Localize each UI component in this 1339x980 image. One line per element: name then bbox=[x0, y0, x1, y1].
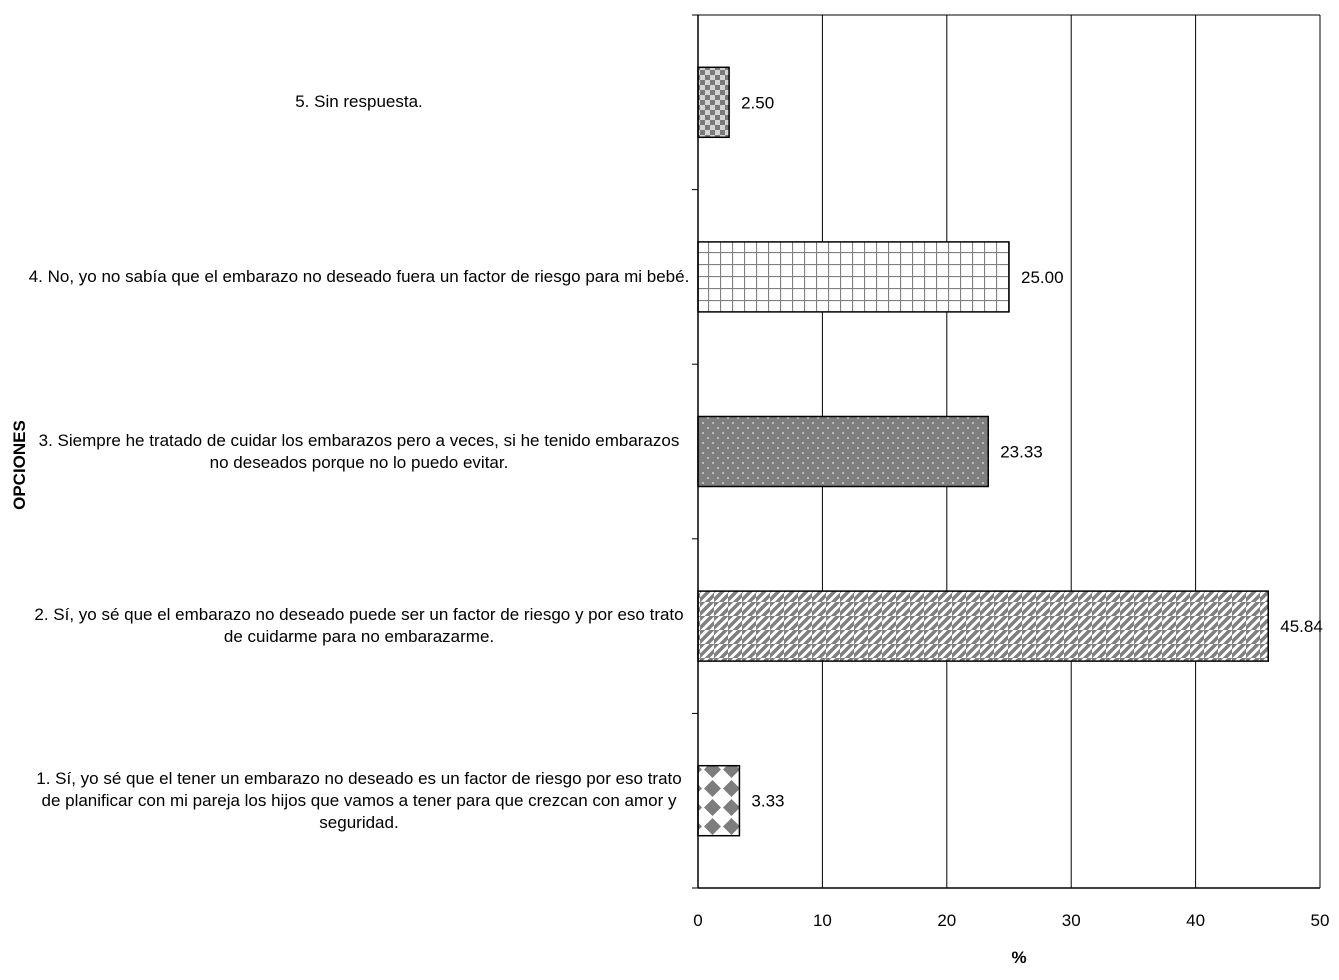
category-label-2: 2. Sí, yo sé que el embarazo no deseado … bbox=[34, 605, 684, 647]
category-label-3: 3. Siempre he tratado de cuidar los emba… bbox=[38, 430, 680, 472]
x-tick-label-3: 30 bbox=[1062, 911, 1081, 930]
value-label-4: 25.00 bbox=[1021, 268, 1064, 287]
value-label-3: 23.33 bbox=[1000, 443, 1043, 462]
x-tick-label-5: 50 bbox=[1311, 911, 1330, 930]
x-tick-label-0: 0 bbox=[693, 911, 702, 930]
category-label-1: 1. Sí, yo sé que el tener un embarazo no… bbox=[36, 768, 682, 832]
x-tick-label-2: 20 bbox=[937, 911, 956, 930]
category-label-5: 5. Sin respuesta. bbox=[295, 92, 423, 112]
bar-2 bbox=[697, 590, 1269, 662]
value-label-1: 3.33 bbox=[751, 792, 784, 811]
value-label-2: 45.84 bbox=[1280, 617, 1323, 636]
x-tick-label-1: 10 bbox=[813, 911, 832, 930]
bar-4 bbox=[697, 241, 1010, 313]
x-tick-label-4: 40 bbox=[1186, 911, 1205, 930]
value-label-5: 2.50 bbox=[741, 93, 774, 112]
bar-3 bbox=[697, 415, 989, 488]
bar-5 bbox=[697, 66, 730, 139]
bar-1 bbox=[697, 764, 741, 837]
category-label-4: 4. No, yo no sabía que el embarazo no de… bbox=[28, 266, 690, 286]
x-axis-title: % bbox=[1011, 948, 1027, 967]
bars: 3.33 45.84 23.33 25.00 2.50 bbox=[697, 66, 1323, 837]
y-axis-title: OPCIONES bbox=[10, 420, 29, 510]
axes: 0 10 20 30 40 50 bbox=[692, 14, 1330, 930]
